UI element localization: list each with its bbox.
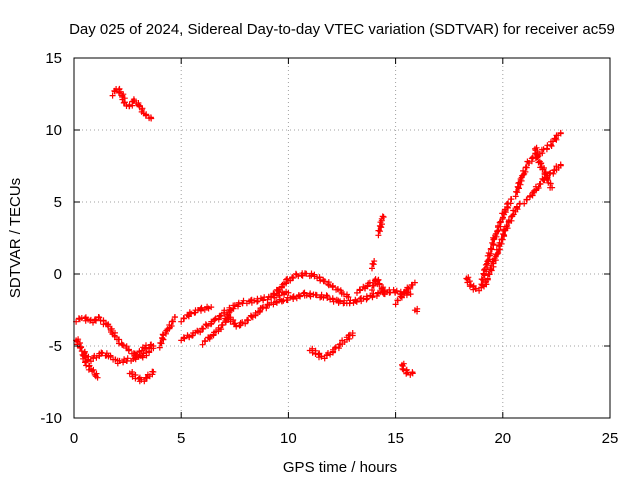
x-tick-label: 10: [280, 430, 297, 447]
x-tick-labels: 0 5 10 15 20 25: [70, 430, 619, 447]
y-tick-label: -10: [40, 410, 62, 427]
y-tick-label: 5: [54, 194, 62, 211]
x-tick-label: 0: [70, 430, 78, 447]
y-axis-label: SDTVAR / TECUs: [7, 178, 24, 298]
x-tick-label: 25: [602, 430, 619, 447]
y-tick-labels: -10 -5 0 5 10 15: [40, 50, 62, 427]
x-tick-label: 5: [177, 430, 185, 447]
chart-title: Day 025 of 2024, Sidereal Day-to-day VTE…: [69, 21, 615, 38]
x-tick-label: 20: [494, 430, 511, 447]
x-axis-label: GPS time / hours: [283, 459, 397, 476]
x-tick-label: 15: [387, 430, 404, 447]
y-tick-label: 0: [54, 266, 62, 283]
plot-frame: [73, 57, 611, 419]
sdtvar-markers: [73, 85, 564, 385]
axes-frame: [73, 57, 611, 419]
grid-lines: [74, 58, 610, 418]
data-points: [73, 85, 564, 385]
y-tick-label: 15: [45, 50, 62, 67]
y-tick-label: 10: [45, 122, 62, 139]
y-tick-label: -5: [49, 338, 62, 355]
